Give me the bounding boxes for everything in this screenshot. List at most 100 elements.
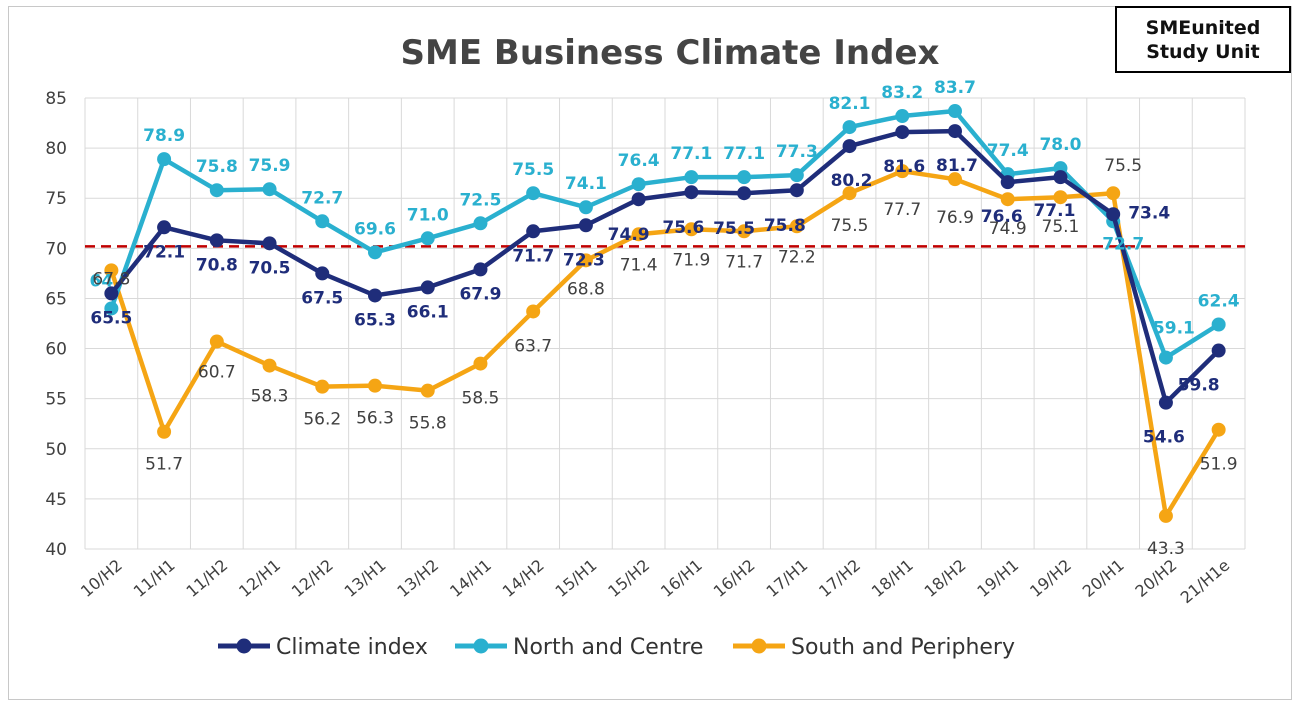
south-periphery-label: 63.7 <box>514 336 552 356</box>
climate-index-point <box>315 266 330 281</box>
north-centre-point <box>209 183 224 198</box>
south-periphery-point <box>473 356 488 371</box>
south-periphery-label: 77.7 <box>883 200 921 220</box>
south-periphery-point <box>684 222 699 237</box>
north-centre-point <box>104 301 119 316</box>
south-periphery-point <box>1158 508 1173 523</box>
north-centre-label: 76.4 <box>618 151 660 171</box>
south-periphery-label: 75.1 <box>1042 217 1080 237</box>
x-tick-label: 11/H1 <box>130 556 179 601</box>
south-periphery-point <box>315 379 330 394</box>
climate-index-point <box>1211 343 1226 358</box>
north-centre-label: 78.0 <box>1039 135 1081 155</box>
legend-north-centre-marker <box>473 638 489 654</box>
y-tick-label: 50 <box>45 440 67 460</box>
climate-index-point <box>578 218 593 233</box>
north-centre-label: 78.9 <box>143 126 185 146</box>
south-periphery-label: 75.5 <box>1104 156 1142 176</box>
south-periphery-label: 56.3 <box>356 409 394 429</box>
x-tick-label: 15/H1 <box>552 556 601 601</box>
x-tick-label: 13/H2 <box>393 556 442 601</box>
north-centre-label: 77.1 <box>723 144 765 164</box>
north-centre-label: 77.1 <box>670 144 712 164</box>
north-centre-label: 72.7 <box>301 188 343 208</box>
climate-index-label: 67.9 <box>459 284 501 304</box>
north-centre-label: 62.4 <box>1198 292 1240 312</box>
climate-index-point <box>1106 207 1121 222</box>
climate-index-point <box>1158 395 1173 410</box>
y-tick-label: 85 <box>45 89 67 109</box>
north-centre-label: 77.4 <box>987 141 1029 161</box>
climate-index-label: 75.8 <box>764 216 806 236</box>
climate-index-point <box>842 139 857 154</box>
south-periphery-point <box>578 253 593 268</box>
climate-index-label: 66.1 <box>407 302 449 322</box>
north-centre-label: 64 <box>90 271 114 291</box>
climate-index-point <box>948 124 962 139</box>
south-periphery-line <box>109 168 1221 519</box>
y-tick-label: 40 <box>45 540 67 560</box>
climate-index-label: 67.5 <box>301 288 343 308</box>
y-tick-label: 75 <box>45 189 67 209</box>
climate-index-label: 81.7 <box>936 156 978 176</box>
climate-index-point <box>526 224 541 239</box>
north-centre-label: 83.7 <box>934 78 976 98</box>
north-centre-point <box>526 186 541 201</box>
climate-index-label: 72.1 <box>143 242 185 262</box>
x-tick-label: 20/H1 <box>1079 556 1128 601</box>
climate-index-point <box>262 236 277 251</box>
x-tick-label: 16/H2 <box>710 556 759 601</box>
north-centre-label: 75.8 <box>196 157 238 177</box>
climate-index-label: 65.5 <box>90 308 132 328</box>
climate-index-point <box>368 288 382 303</box>
south-periphery-label: 60.7 <box>198 363 236 383</box>
south-periphery-point <box>895 164 910 179</box>
legend-south-periphery-text: South and Periphery <box>791 635 1015 660</box>
north-centre-point <box>895 109 910 124</box>
legend-climate-index-text: Climate index <box>276 635 428 660</box>
x-tick-label: 16/H1 <box>657 556 706 601</box>
climate-index-point <box>157 220 172 235</box>
climate-index-label: 54.6 <box>1143 428 1185 448</box>
y-tick-label: 55 <box>45 390 67 410</box>
climate-index-label: 75.6 <box>662 218 704 238</box>
x-tick-label: 19/H2 <box>1026 556 1075 601</box>
north-centre-label: 72.5 <box>459 190 501 210</box>
south-periphery-label: 76.9 <box>936 208 974 228</box>
south-periphery-point <box>789 219 804 234</box>
south-periphery-point <box>420 383 435 398</box>
x-tick-label: 21/H1e <box>1177 556 1233 608</box>
south-periphery-label: 71.9 <box>672 250 710 270</box>
south-periphery-point <box>1053 190 1068 205</box>
south-periphery-label: 51.9 <box>1200 455 1238 475</box>
y-tick-label: 80 <box>45 139 67 159</box>
climate-index-label: 72.3 <box>563 250 605 270</box>
south-periphery-label: 68.8 <box>567 279 605 299</box>
south-periphery-label: 55.8 <box>409 414 447 434</box>
south-periphery-label: 71.4 <box>620 255 658 275</box>
climate-index-point <box>209 233 224 248</box>
y-tick-label: 65 <box>45 289 67 309</box>
climate-index-label: 70.5 <box>249 258 291 278</box>
climate-index-label: 76.6 <box>981 207 1023 227</box>
x-tick-label: 17/H2 <box>815 556 864 601</box>
legend-climate-index-marker <box>236 638 252 654</box>
south-periphery-point <box>631 227 646 242</box>
south-periphery-label: 43.3 <box>1147 539 1185 559</box>
north-centre-point <box>684 170 699 185</box>
north-centre-point <box>1211 317 1226 332</box>
climate-index-label: 80.2 <box>831 171 873 191</box>
climate-index-point <box>104 286 119 301</box>
north-centre-label: 72.7 <box>1102 234 1144 254</box>
north-centre-label: 69.6 <box>354 219 396 239</box>
chart-frame <box>8 6 1292 700</box>
legend-south-periphery-marker <box>751 638 767 654</box>
climate-index-label: 70.8 <box>196 255 238 275</box>
x-tick-label: 15/H2 <box>604 556 653 601</box>
south-periphery-label: 72.2 <box>778 247 816 267</box>
x-tick-label: 14/H1 <box>446 556 495 601</box>
north-centre-point <box>420 231 435 246</box>
source-badge: SMEunited Study Unit <box>1115 6 1291 73</box>
south-periphery-point <box>104 263 119 278</box>
